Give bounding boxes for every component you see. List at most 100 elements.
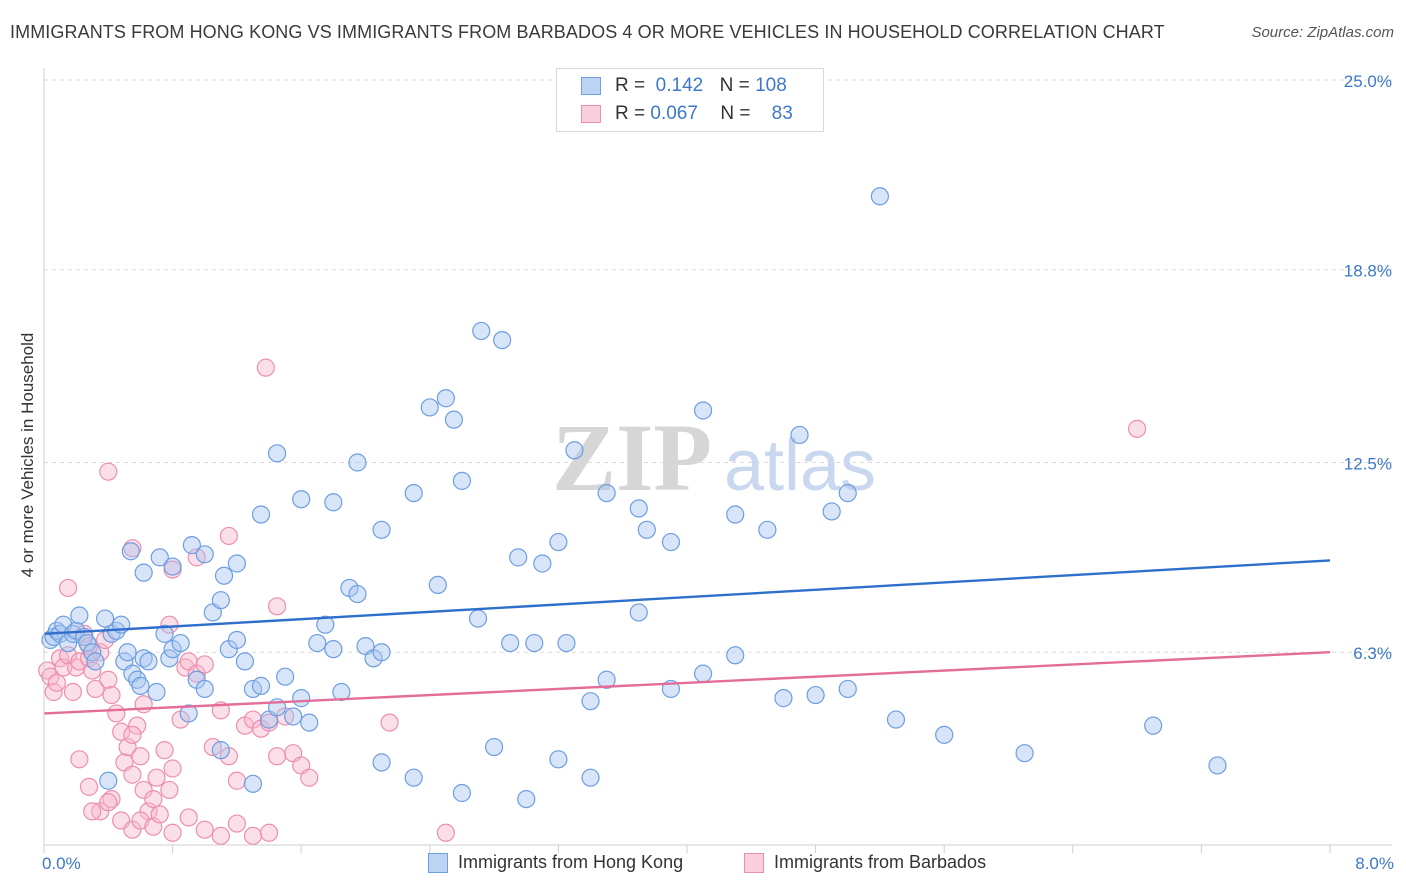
bottom-legend-label: Immigrants from Barbados: [774, 852, 987, 872]
barbados-point: [131, 747, 150, 766]
hong-kong-point: [163, 557, 182, 576]
barbados-point: [179, 808, 198, 827]
hong-kong-point: [267, 444, 287, 463]
watermark: ZIP atlas: [552, 404, 876, 511]
barbados-point: [107, 704, 126, 723]
barbados-point: [195, 820, 214, 839]
y-tick-label: 6.3%: [1353, 644, 1392, 663]
hong-kong-point: [726, 646, 745, 665]
barbados-point: [99, 793, 118, 812]
hong-kong-point: [99, 771, 118, 790]
hong-kong-point: [78, 633, 97, 653]
hong-kong-point: [131, 676, 150, 695]
hong-kong-point: [404, 484, 423, 503]
x-tick-label: 0.0%: [42, 854, 81, 873]
hong-kong-point: [139, 652, 158, 671]
hong-kong-point: [134, 563, 153, 582]
hong-kong-point: [637, 520, 656, 539]
hong-kong-point: [468, 609, 488, 628]
hong-kong-point: [300, 713, 319, 732]
hong-kong-point: [452, 783, 472, 803]
barbados-point: [256, 358, 275, 377]
hong-kong-point: [235, 652, 255, 671]
grid-layer: [44, 79, 1392, 653]
y-tick-label: 18.8%: [1344, 262, 1392, 281]
hong-kong-point: [428, 575, 447, 595]
bottom-legend-barbados: Immigrants from Barbados: [744, 852, 986, 873]
hong-kong-point: [404, 768, 423, 787]
barbados-point: [300, 768, 319, 787]
barbados-point: [147, 768, 166, 787]
hong-kong-point: [629, 603, 648, 622]
hong-kong-point: [1208, 756, 1227, 775]
hong-kong-point: [436, 389, 455, 408]
hong-kong-point: [41, 630, 60, 650]
hong-kong-point: [121, 542, 140, 561]
hong-kong-point: [171, 633, 190, 653]
barbados-point: [1127, 419, 1147, 438]
hong-kong-point: [276, 667, 295, 686]
barbados-point: [163, 759, 182, 778]
legend-r-value: 0.067: [650, 103, 698, 124]
hong-kong-point: [501, 633, 520, 653]
hong-kong-point: [485, 737, 504, 757]
hong-kong-point: [806, 685, 825, 705]
hong-kong-point: [134, 649, 153, 668]
legend-r-value: 0.142: [655, 75, 704, 96]
hong-kong-point: [227, 630, 246, 650]
hong-kong-point: [1015, 744, 1034, 763]
hong-kong-point: [372, 520, 391, 539]
hong-kong-point: [581, 692, 600, 711]
hong-kong-point: [214, 566, 234, 585]
hong-kong-point: [70, 606, 89, 625]
chart-title: IMMIGRANTS FROM HONG KONG VS IMMIGRANTS …: [10, 22, 1165, 42]
source-credit: Source: ZipAtlas.com: [1251, 24, 1394, 41]
barbados-point: [227, 814, 246, 833]
barbados-point: [83, 802, 102, 821]
hong-kong-point: [493, 331, 512, 350]
barbados-point: [160, 780, 179, 800]
hong-kong-point: [838, 679, 857, 699]
barbados-point: [436, 823, 455, 842]
barbados-point: [219, 526, 238, 546]
barbados-point: [86, 679, 105, 699]
hong-kong-point: [726, 505, 745, 524]
hong-kong-point: [150, 548, 169, 567]
hong-kong-point: [525, 633, 544, 653]
hong-kong-point: [372, 643, 391, 662]
legend-n-value: 108: [755, 75, 787, 96]
hong-kong-point: [292, 490, 311, 509]
barbados-point: [163, 823, 182, 842]
barbados-point: [243, 826, 263, 845]
hong-kong-point: [629, 499, 648, 518]
hong-kong-point: [284, 707, 303, 726]
barbados-point: [150, 805, 169, 824]
bottom-legend-hong-kong: Immigrants from Hong Kong: [428, 852, 683, 873]
hong-kong-point: [211, 741, 230, 760]
barbados-point: [195, 655, 214, 674]
hong-kong-point: [509, 548, 528, 567]
hong-kong-point: [195, 679, 214, 699]
barbados-point: [123, 539, 142, 558]
hong-kong-point: [597, 670, 616, 689]
barbados-point: [227, 771, 246, 790]
hong-kong-point: [557, 633, 576, 653]
barbados-point: [79, 777, 99, 796]
hong-kong-point: [179, 704, 198, 723]
hong-kong-point: [251, 505, 271, 524]
barbados-point: [123, 765, 142, 784]
axis-layer: 6.3% 12.5% 18.8% 25.0% 0.0% 8.0%: [42, 68, 1394, 873]
stats-legend: R = 0.142 N = 108 R = 0.067 N = 83: [556, 68, 824, 132]
hong-kong-trend-line: [43, 559, 1331, 636]
hong-kong-point: [243, 774, 263, 793]
hong-kong-point: [565, 441, 584, 460]
barbados-point: [160, 615, 179, 634]
barbados-trend-line: [43, 651, 1331, 715]
barbados-point: [59, 578, 78, 598]
legend-swatch-blue: [581, 77, 601, 95]
bottom-legend-swatch-blue: [428, 852, 448, 873]
hong-kong-point: [227, 554, 246, 573]
hong-kong-point: [452, 471, 472, 490]
y-tick-label: 25.0%: [1344, 72, 1392, 91]
hong-kong-point: [118, 643, 137, 662]
